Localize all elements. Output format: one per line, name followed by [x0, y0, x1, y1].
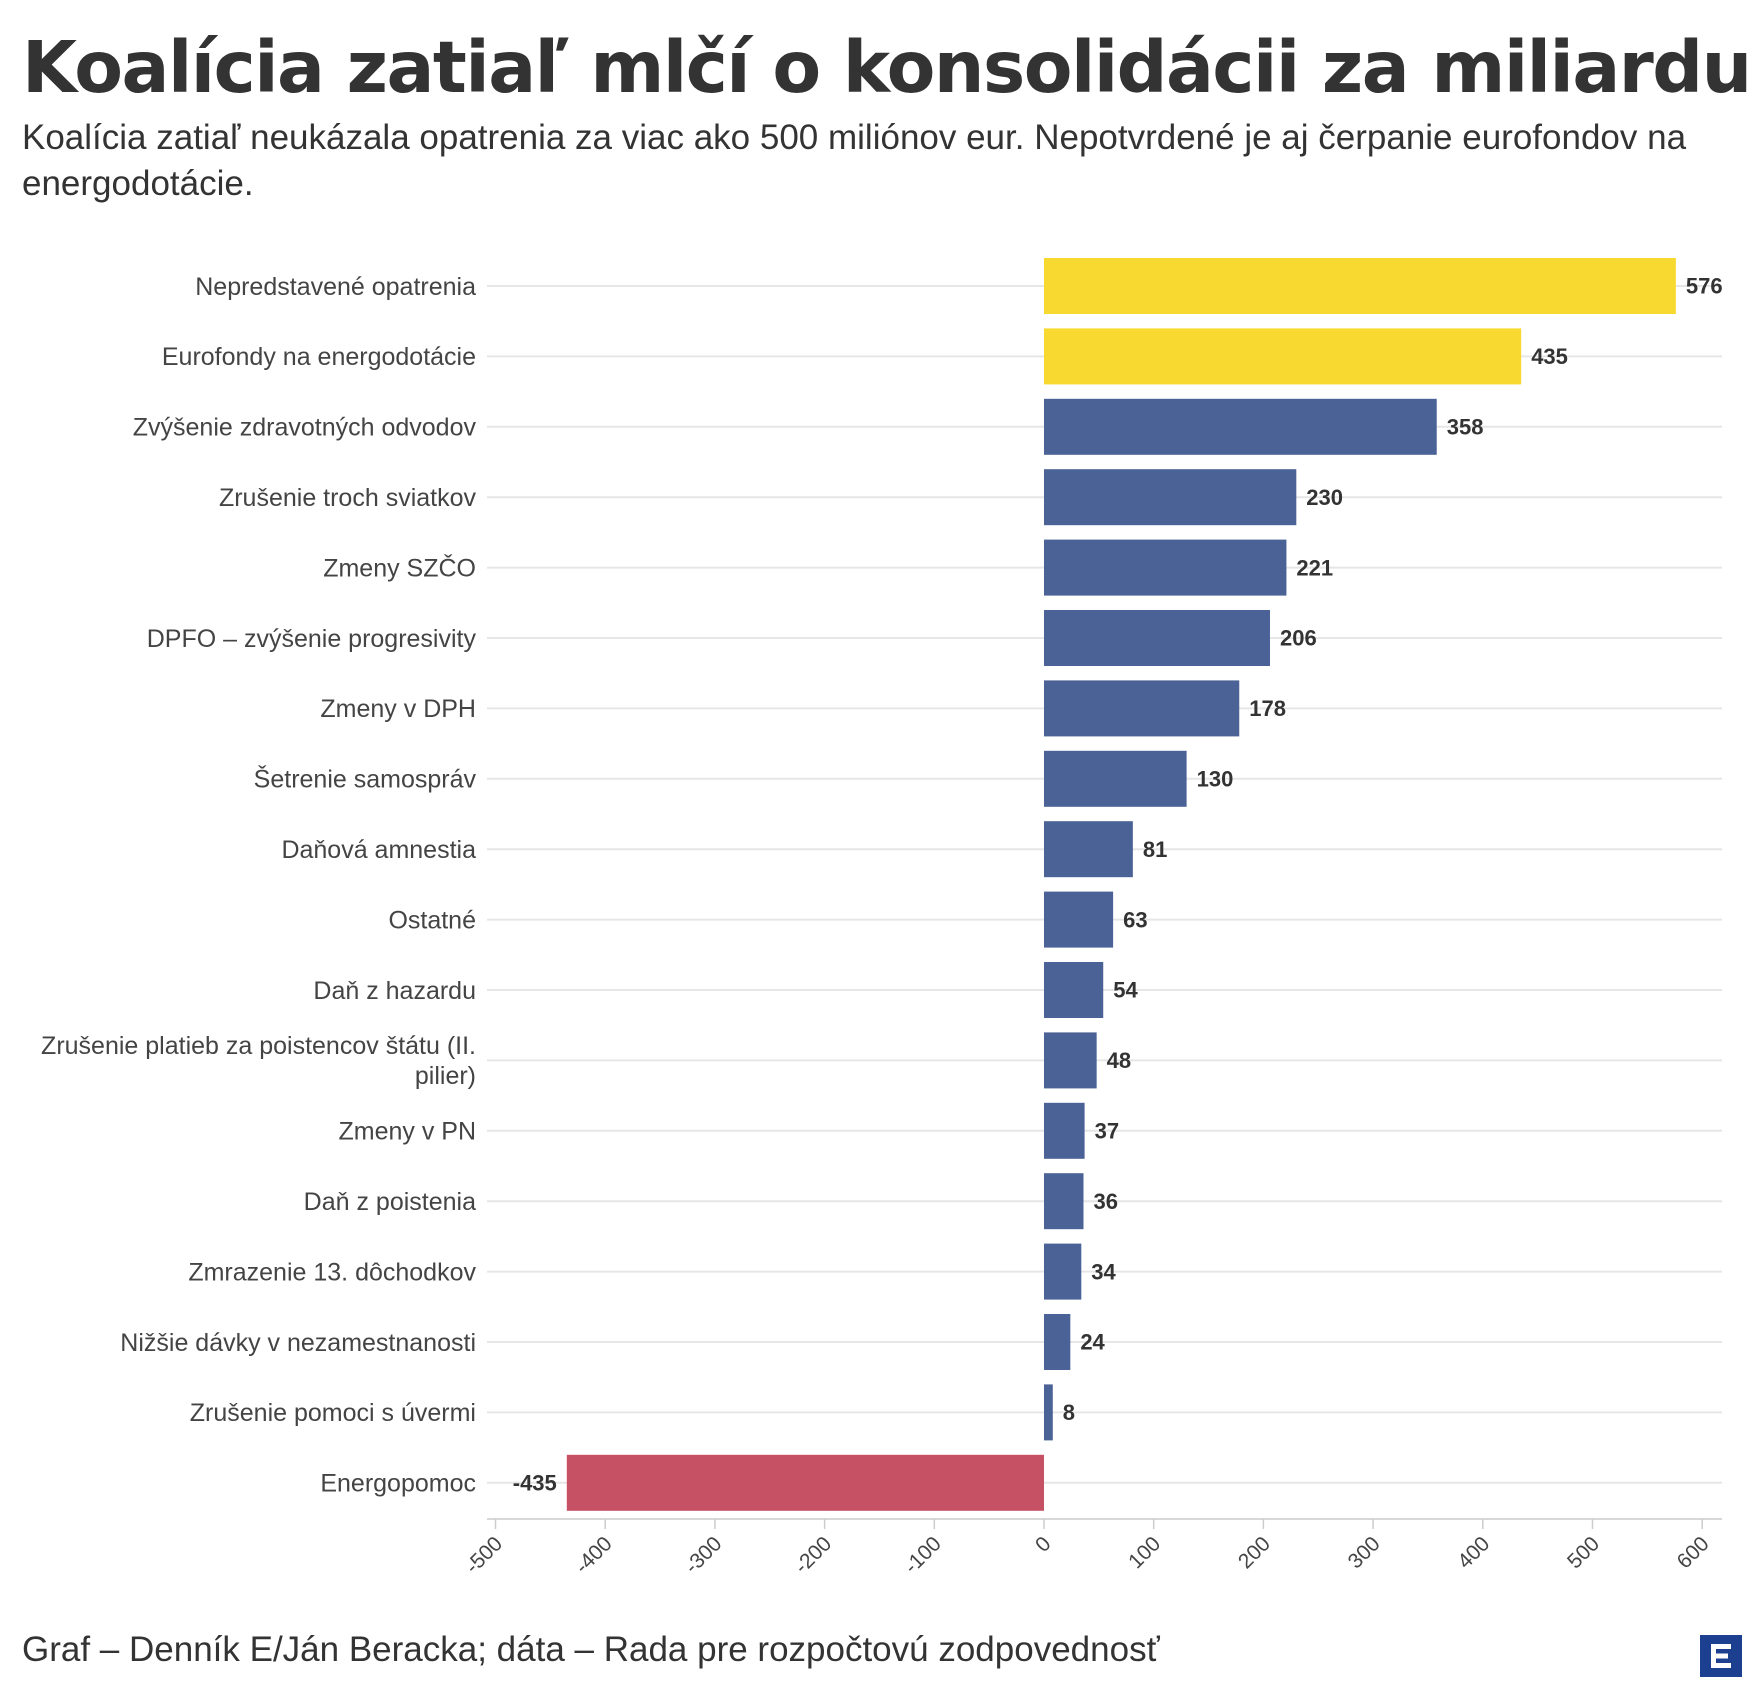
- bar: [1044, 891, 1114, 948]
- x-tick-label: -400: [571, 1532, 617, 1578]
- value-label: 230: [1306, 485, 1343, 510]
- value-label: 358: [1447, 415, 1484, 440]
- bar-chart: -500 -400 -300 -200 -100 0 100 200 300 400 500 600 N…: [41, 258, 1723, 1578]
- x-tick-label: -300: [680, 1532, 726, 1578]
- bar: [1044, 328, 1522, 385]
- bar: [1044, 1032, 1097, 1089]
- category-label: Šetrenie samospráv: [254, 765, 477, 794]
- bar: [1044, 1173, 1084, 1230]
- value-label: 178: [1249, 696, 1286, 721]
- value-label: 576: [1686, 274, 1723, 299]
- category-label: DPFO – zvýšenie progresivity: [147, 625, 477, 653]
- category-label: Daň z hazardu: [313, 977, 476, 1005]
- value-label: 81: [1143, 837, 1167, 862]
- source-note: Graf – Denník E/Ján Beracka; dáta – Rada…: [22, 1630, 1160, 1669]
- x-tick-label: -500: [461, 1532, 507, 1578]
- bar: [1044, 539, 1287, 596]
- x-tick-label: 500: [1563, 1532, 1604, 1573]
- value-label: 130: [1197, 767, 1234, 792]
- value-label: 37: [1095, 1119, 1119, 1144]
- category-label: Eurofondy na energodotácie: [162, 343, 476, 371]
- category-label: Daň z poistenia: [304, 1188, 476, 1216]
- category-label: Zrušenie troch sviatkov: [219, 484, 477, 512]
- category-label: Zrušenie platieb za poistencov štátu (II…: [41, 1032, 476, 1090]
- bar: [1044, 750, 1187, 807]
- chart-title: Koalícia zatiaľ mlčí o konsolidácii za m…: [22, 26, 1752, 109]
- bar: [1044, 1102, 1085, 1159]
- x-tick-label: 0: [1031, 1532, 1056, 1557]
- bar: [1044, 469, 1297, 526]
- bar: [1044, 1243, 1082, 1300]
- bar: [1044, 821, 1133, 878]
- value-label: 34: [1091, 1259, 1116, 1284]
- x-tick-label: -100: [900, 1532, 946, 1578]
- x-tick-label: 300: [1344, 1532, 1385, 1573]
- value-label: 54: [1113, 978, 1138, 1003]
- bar: [566, 1454, 1044, 1511]
- denník-e-logo-icon: [1700, 1635, 1742, 1677]
- category-label: Energopomoc: [320, 1470, 476, 1498]
- value-label: 24: [1080, 1330, 1105, 1355]
- category-label: Zmrazenie 13. dôchodkov: [188, 1258, 476, 1286]
- category-label: Daňová amnestia: [281, 836, 476, 864]
- x-tick-label: 600: [1673, 1532, 1714, 1573]
- category-label: Zmeny SZČO: [323, 553, 476, 582]
- bar: [1044, 1384, 1053, 1441]
- category-label: Zmeny v PN: [338, 1118, 476, 1146]
- category-label: Zvýšenie zdravotných odvodov: [133, 414, 477, 442]
- category-label: Zmeny v DPH: [320, 695, 476, 723]
- bar: [1044, 258, 1676, 314]
- bar: [1044, 610, 1270, 666]
- x-tick-label: 100: [1124, 1532, 1165, 1573]
- value-label: 63: [1123, 907, 1147, 932]
- bar: [1044, 962, 1104, 1018]
- category-label: Ostatné: [388, 906, 476, 934]
- value-label: 221: [1296, 555, 1333, 580]
- bar: [1044, 398, 1437, 455]
- value-label: 48: [1107, 1048, 1131, 1073]
- bar: [1044, 680, 1240, 737]
- x-tick-label: 400: [1453, 1532, 1494, 1573]
- chart-subtitle: Koalícia zatiaľ neukázala opatrenia za v…: [22, 118, 1687, 203]
- bar: [1044, 1314, 1071, 1370]
- x-tick-label: -200: [790, 1532, 836, 1578]
- category-label: Nižšie dávky v nezamestnanosti: [120, 1329, 476, 1357]
- value-label: 36: [1093, 1189, 1117, 1214]
- category-label: Zrušenie pomoci s úvermi: [190, 1399, 476, 1427]
- value-label: -435: [513, 1471, 557, 1496]
- value-label: 8: [1063, 1400, 1075, 1425]
- x-tick-label: 200: [1234, 1532, 1275, 1573]
- category-label: Nepredstavené opatrenia: [195, 273, 476, 301]
- value-label: 435: [1531, 344, 1568, 369]
- value-label: 206: [1280, 626, 1317, 651]
